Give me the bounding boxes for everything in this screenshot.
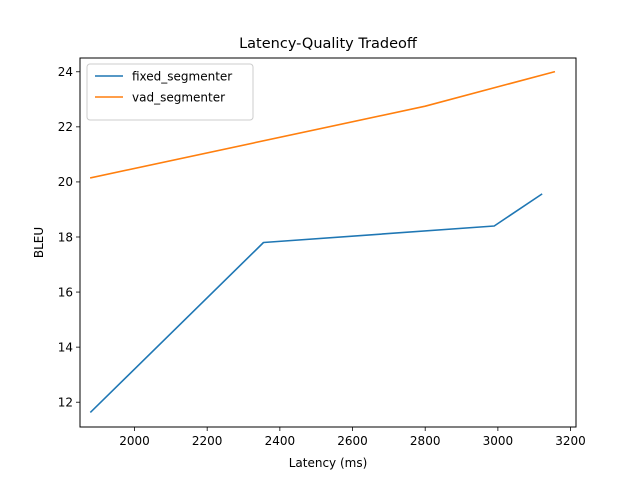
legend-box: [86, 63, 254, 121]
x-tick-label: 2000: [119, 434, 150, 448]
x-tick-label: 2800: [410, 434, 441, 448]
x-tick-label: 2400: [265, 434, 296, 448]
x-tick-label: 2200: [192, 434, 223, 448]
y-tick-label: 18: [58, 230, 73, 244]
series-line-vad_segmenter: [89, 70, 556, 179]
chart-title: Latency-Quality Tradeoff: [239, 36, 418, 52]
y-tick-label: 24: [58, 65, 73, 79]
series-layer: [89, 70, 556, 414]
x-tick-label: 2600: [337, 434, 368, 448]
x-tick-label: 3200: [555, 434, 586, 448]
plot-frame: [79, 57, 577, 428]
y-tick-label: 12: [58, 396, 73, 410]
y-tick-label: 22: [58, 120, 73, 134]
legend: fixed_segmenter vad_segmenter: [86, 63, 254, 121]
y-axis: 12 14 16 18 20 22 24: [58, 65, 80, 410]
y-axis-label: BLEU: [32, 227, 46, 258]
series-line-fixed_segmenter: [89, 193, 543, 414]
y-tick-label: 20: [58, 175, 73, 189]
y-tick-label: 14: [58, 340, 73, 354]
x-axis-label: Latency (ms): [289, 456, 368, 470]
legend-label-fixed_segmenter: fixed_segmenter: [132, 69, 232, 83]
legend-label-vad_segmenter: vad_segmenter: [132, 90, 225, 104]
x-tick-label: 3000: [483, 434, 514, 448]
y-tick-label: 16: [58, 285, 73, 299]
x-axis: 2000 2200 2400 2600 2800 3000 3200: [119, 427, 586, 448]
